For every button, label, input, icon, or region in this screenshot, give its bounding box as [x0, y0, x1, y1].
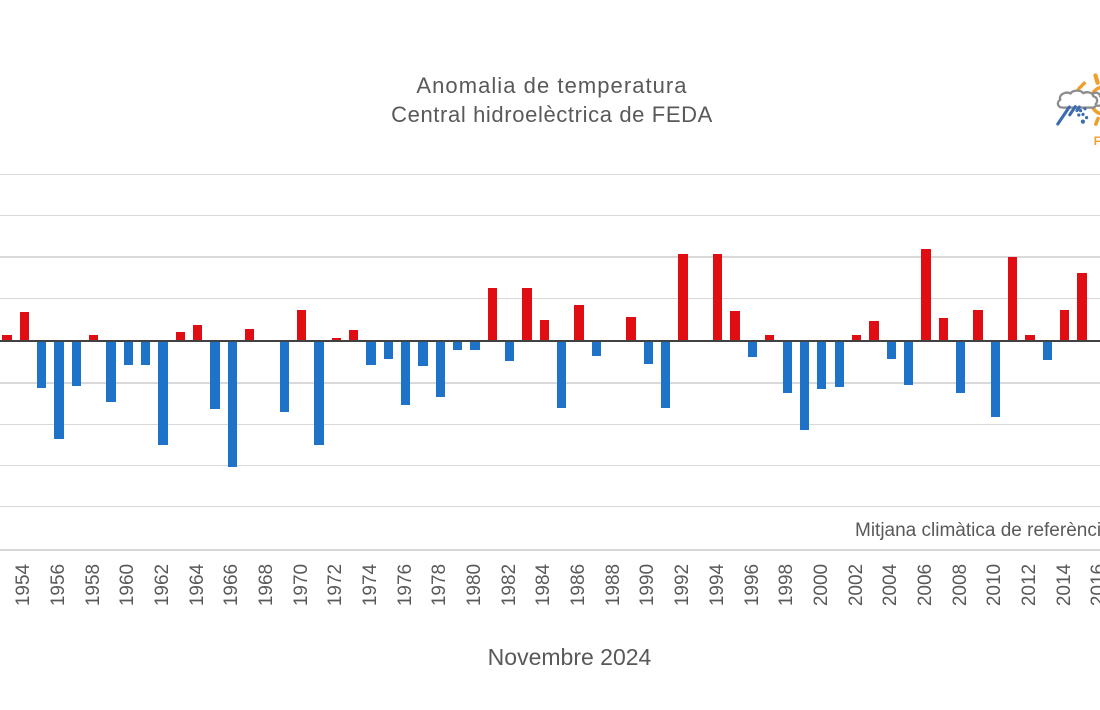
svg-text:FEDA: FEDA	[1094, 136, 1100, 148]
